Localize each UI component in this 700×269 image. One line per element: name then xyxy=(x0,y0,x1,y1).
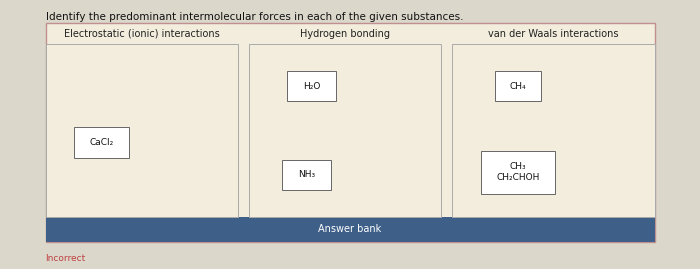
Text: van der Waals interactions: van der Waals interactions xyxy=(488,29,618,39)
FancyBboxPatch shape xyxy=(496,71,540,101)
Text: CH₃
CH₂CHOH: CH₃ CH₂CHOH xyxy=(496,162,540,182)
FancyBboxPatch shape xyxy=(282,160,331,190)
Text: CH₄: CH₄ xyxy=(510,82,526,91)
FancyBboxPatch shape xyxy=(287,71,336,101)
FancyBboxPatch shape xyxy=(248,44,441,217)
Text: H₂O: H₂O xyxy=(303,82,320,91)
FancyBboxPatch shape xyxy=(452,44,654,217)
Text: Identify the predominant intermolecular forces in each of the given substances.: Identify the predominant intermolecular … xyxy=(46,12,463,22)
FancyBboxPatch shape xyxy=(46,217,655,242)
Text: NH₃: NH₃ xyxy=(298,170,315,179)
Text: Electrostatic (ionic) interactions: Electrostatic (ionic) interactions xyxy=(64,29,220,39)
FancyBboxPatch shape xyxy=(46,23,655,242)
FancyBboxPatch shape xyxy=(74,127,129,158)
Text: Hydrogen bonding: Hydrogen bonding xyxy=(300,29,390,39)
Text: Answer bank: Answer bank xyxy=(318,224,382,234)
FancyBboxPatch shape xyxy=(46,44,238,217)
Text: Incorrect: Incorrect xyxy=(46,254,85,263)
FancyBboxPatch shape xyxy=(482,151,554,194)
Text: CaCl₂: CaCl₂ xyxy=(90,138,113,147)
